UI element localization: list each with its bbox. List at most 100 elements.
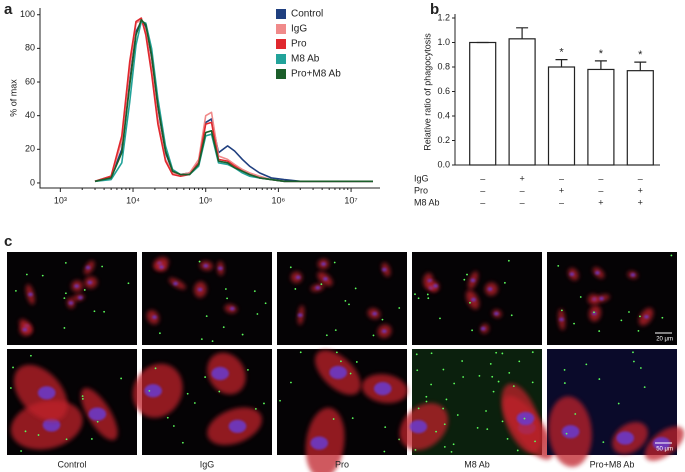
- bead: [226, 297, 228, 300]
- bead: [120, 377, 123, 380]
- bead: [172, 425, 175, 427]
- bead: [20, 450, 22, 452]
- bead: [264, 302, 267, 305]
- error-bar: [634, 61, 647, 71]
- x-tick-label: 10⁴: [126, 195, 140, 205]
- bead: [253, 290, 256, 293]
- panel-label: b: [430, 1, 439, 18]
- nucleus: [22, 327, 28, 332]
- error-bar: [516, 27, 529, 39]
- y-tick-label: 1.2: [437, 12, 450, 22]
- bead: [670, 254, 673, 257]
- nucleus: [561, 425, 580, 439]
- bead: [348, 303, 350, 306]
- micrograph: [7, 252, 137, 345]
- bead: [466, 273, 468, 276]
- nucleus: [74, 284, 80, 288]
- condition-sign: –: [480, 173, 485, 183]
- x-tick-label: 10⁵: [199, 195, 213, 205]
- y-axis-label: % of max: [8, 79, 18, 117]
- condition-sign: –: [598, 185, 603, 195]
- bead: [430, 383, 433, 386]
- bead: [15, 289, 17, 292]
- bead: [415, 353, 418, 356]
- bead: [563, 369, 566, 371]
- bead: [398, 307, 401, 309]
- legend-swatch: [276, 69, 286, 79]
- bead: [349, 372, 352, 375]
- nucleus: [159, 265, 164, 269]
- nucleus: [203, 263, 209, 268]
- nucleus: [217, 266, 223, 271]
- y-axis-label: Relative ratio of phagocytosis: [422, 33, 432, 151]
- bead: [416, 369, 419, 372]
- bead: [256, 313, 259, 315]
- bead: [381, 318, 384, 321]
- y-tick-label: 40: [25, 110, 35, 120]
- bead: [497, 380, 500, 383]
- nucleus: [315, 285, 321, 290]
- bead: [469, 301, 471, 304]
- bead: [518, 360, 521, 363]
- nucleus: [321, 262, 326, 266]
- bead: [63, 327, 66, 329]
- bead: [531, 381, 534, 384]
- nucleus: [295, 275, 301, 280]
- bead: [463, 278, 466, 281]
- significance: *: [638, 49, 643, 61]
- bead: [241, 333, 244, 336]
- condition-sign: –: [520, 197, 525, 207]
- bead: [335, 351, 338, 354]
- nucleus: [471, 297, 476, 302]
- bead: [510, 314, 513, 317]
- condition-label: Pro: [414, 185, 428, 195]
- nucleus: [229, 306, 235, 311]
- image-bg: [547, 252, 677, 345]
- bead: [218, 390, 221, 393]
- bead: [439, 317, 441, 320]
- nucleus: [595, 271, 600, 275]
- column-label: M8 Ab: [464, 459, 490, 469]
- bead: [414, 448, 417, 451]
- bead: [501, 352, 504, 355]
- nucleus: [297, 313, 303, 317]
- condition-sign: –: [480, 185, 485, 195]
- bead: [598, 330, 601, 332]
- bead: [81, 398, 84, 400]
- bead: [372, 334, 375, 337]
- bead: [503, 281, 506, 284]
- micrograph: [547, 349, 685, 467]
- bead: [383, 450, 386, 453]
- bead: [398, 438, 401, 441]
- column-label: Pro: [335, 459, 349, 469]
- bead: [452, 443, 455, 446]
- bead: [443, 423, 446, 426]
- y-tick-label: 60: [25, 76, 35, 86]
- legend-label: Pro: [291, 39, 307, 50]
- nucleus: [569, 272, 575, 277]
- series-line: [94, 19, 373, 183]
- bead: [453, 382, 456, 385]
- nucleus: [381, 267, 387, 272]
- nucleus: [652, 436, 671, 451]
- column-label: IgG: [200, 459, 215, 469]
- bead: [325, 334, 328, 337]
- bead: [9, 387, 12, 389]
- micrograph: [277, 349, 408, 472]
- legend-label: Control: [291, 9, 323, 20]
- bead: [37, 434, 40, 436]
- bead: [247, 368, 249, 371]
- bead: [355, 361, 358, 363]
- condition-sign: –: [559, 197, 564, 207]
- legend-label: M8 Ab: [291, 54, 320, 65]
- bead: [495, 351, 498, 354]
- bead: [81, 395, 84, 398]
- condition-sign: –: [598, 173, 603, 183]
- bead: [426, 293, 429, 296]
- bead: [154, 367, 157, 370]
- bead: [181, 441, 184, 444]
- bead: [430, 352, 433, 355]
- significance: *: [559, 47, 564, 59]
- bead: [620, 319, 623, 322]
- bead: [354, 287, 357, 290]
